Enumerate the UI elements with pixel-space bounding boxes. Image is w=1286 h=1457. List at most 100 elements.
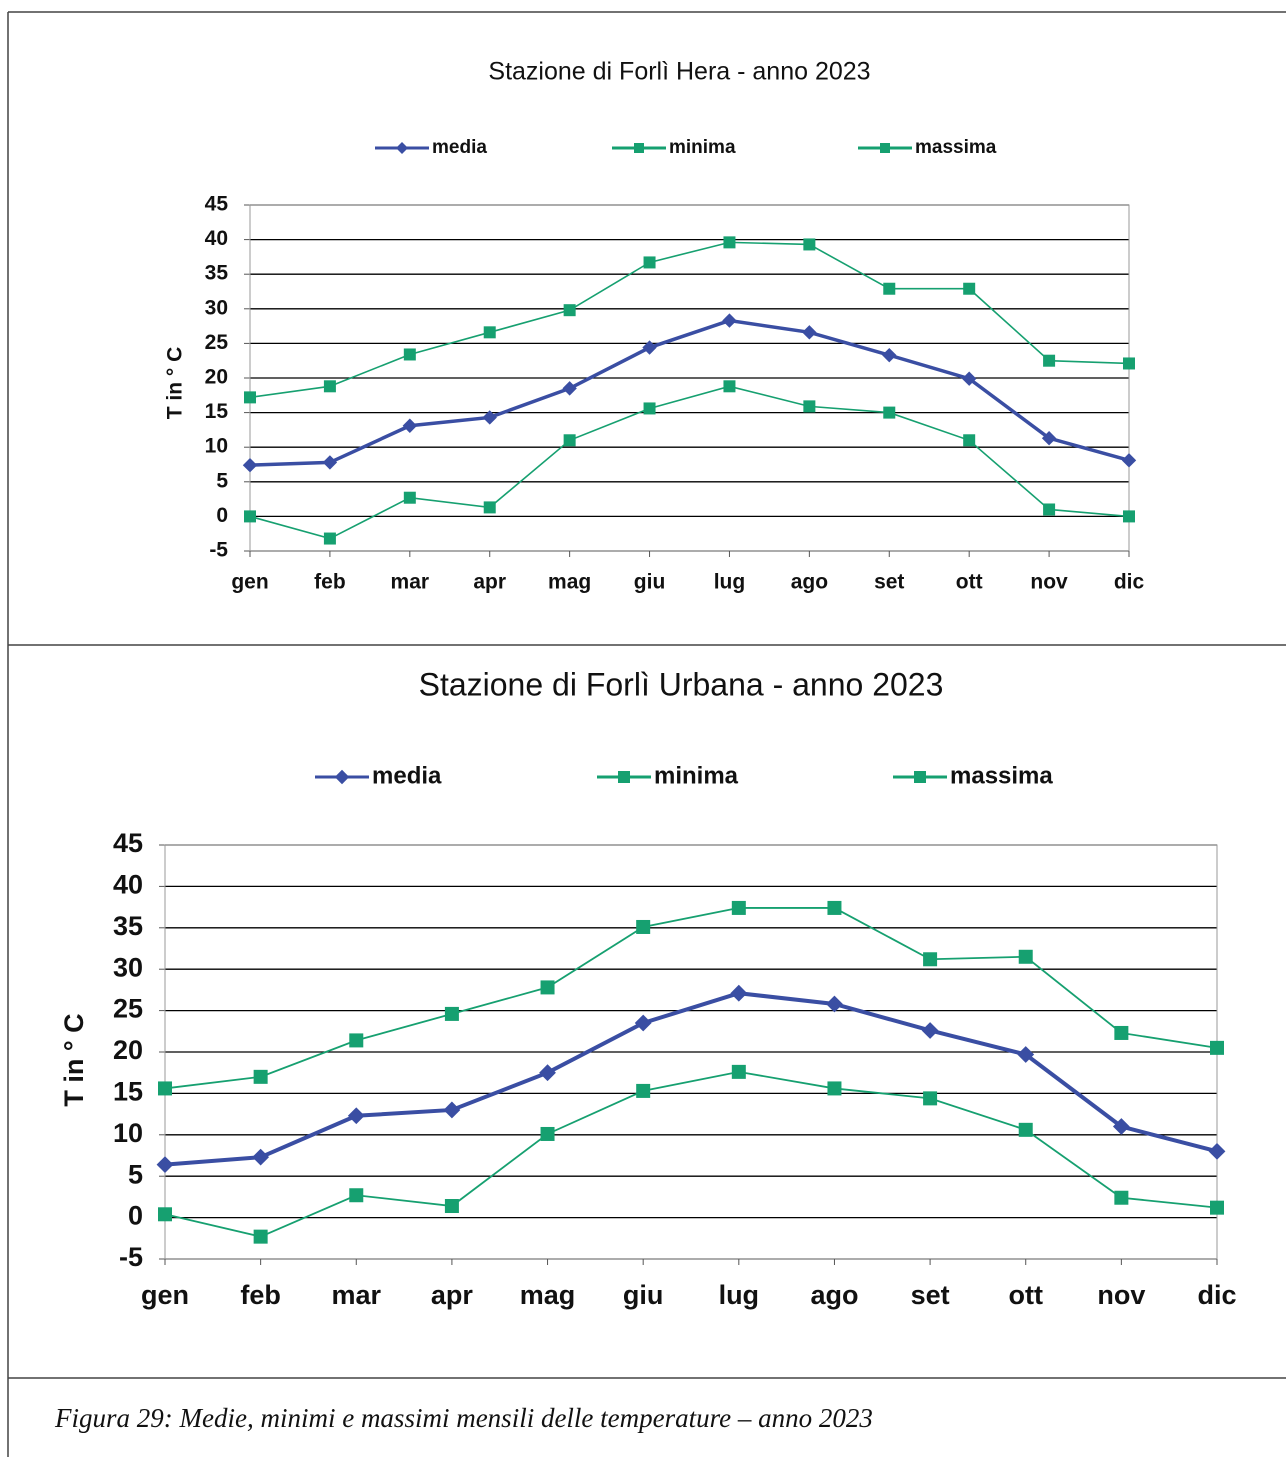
x-tick-label: feb — [314, 571, 346, 594]
chart-title: Stazione di Forlì Urbana - anno 2023 — [419, 666, 944, 702]
point — [883, 406, 896, 419]
point — [539, 1064, 556, 1082]
point — [1208, 1142, 1226, 1160]
y-tick-label: 30 — [205, 296, 228, 319]
point — [722, 313, 737, 328]
y-tick-label: 35 — [113, 911, 143, 941]
point — [349, 1188, 364, 1203]
point — [826, 995, 843, 1013]
point — [322, 455, 338, 470]
point — [963, 282, 976, 295]
point — [827, 1081, 842, 1096]
x-tick-label: mar — [332, 1280, 382, 1310]
point — [403, 348, 416, 361]
x-tick-label: set — [911, 1280, 950, 1310]
point — [540, 980, 555, 995]
point — [803, 238, 816, 251]
x-tick-label: gen — [141, 1280, 189, 1310]
point — [252, 1148, 270, 1166]
x-tick-label: mag — [520, 1280, 576, 1310]
y-tick-label: 25 — [113, 994, 143, 1024]
y-axis-label: T in ° C — [164, 347, 187, 420]
point — [827, 900, 842, 915]
y-tick-label: 15 — [205, 400, 229, 423]
legend-label: minima — [654, 762, 739, 789]
point — [643, 402, 656, 415]
series-line — [249, 385, 1130, 540]
legend-marker — [880, 143, 890, 153]
y-tick-label: 40 — [205, 227, 228, 250]
y-tick-label: 20 — [113, 1035, 143, 1065]
point — [923, 952, 938, 967]
y-tick-label: 30 — [113, 952, 143, 982]
point — [883, 282, 896, 295]
point — [1123, 510, 1135, 523]
x-tick-label: dic — [1197, 1280, 1236, 1310]
point — [642, 340, 657, 355]
point — [731, 900, 746, 915]
point — [1041, 431, 1057, 446]
y-tick-label: 5 — [216, 469, 228, 492]
point — [643, 256, 656, 269]
x-tick-label: lug — [714, 571, 746, 594]
legend-label: minima — [669, 137, 736, 158]
y-tick-label: 0 — [216, 504, 228, 527]
x-tick-label: nov — [1097, 1280, 1145, 1310]
y-tick-label: 20 — [205, 366, 228, 389]
point — [158, 1081, 172, 1096]
caption: Figura 29: Medie, minimi e massimi mensi… — [54, 1403, 873, 1433]
legend-marker — [914, 771, 926, 783]
point — [443, 1101, 461, 1119]
x-tick-label: set — [874, 571, 904, 594]
series-line — [164, 907, 1218, 1090]
y-tick-label: 10 — [205, 435, 228, 458]
point — [563, 304, 576, 317]
point — [1043, 354, 1056, 367]
point — [1121, 453, 1137, 468]
series-line — [249, 318, 1130, 467]
x-tick-label: ago — [791, 571, 828, 594]
point — [1112, 1118, 1130, 1135]
point — [723, 380, 736, 393]
point — [802, 325, 817, 340]
point — [402, 418, 418, 433]
point — [540, 1126, 555, 1141]
y-tick-label: 25 — [205, 331, 229, 354]
x-tick-label: mag — [548, 571, 591, 594]
y-tick-label: -5 — [209, 539, 228, 562]
point — [723, 236, 736, 249]
legend-label: media — [432, 137, 487, 158]
point — [563, 434, 576, 447]
x-tick-label: feb — [240, 1280, 281, 1310]
point — [244, 391, 256, 404]
point — [347, 1107, 365, 1125]
legend-label: media — [372, 762, 442, 789]
series-line — [249, 241, 1130, 399]
chart-title: Stazione di Forlì Hera - anno 2023 — [488, 58, 870, 86]
point — [156, 1156, 174, 1174]
y-tick-label: 45 — [205, 193, 229, 216]
legend-label: massima — [915, 137, 997, 158]
x-tick-label: lug — [719, 1280, 760, 1310]
series-line — [164, 1070, 1218, 1238]
x-tick-label: ago — [810, 1280, 858, 1310]
point — [961, 371, 977, 386]
point — [323, 532, 336, 545]
x-tick-label: apr — [431, 1280, 474, 1310]
x-tick-label: mar — [391, 571, 430, 594]
y-tick-label: 0 — [128, 1201, 143, 1231]
x-tick-label: ott — [956, 571, 983, 594]
x-tick-label: dic — [1114, 571, 1145, 594]
point — [444, 1199, 459, 1214]
point — [1043, 503, 1056, 516]
point — [253, 1069, 268, 1084]
y-axis-label: T in ° C — [59, 1013, 89, 1106]
plot-frame — [249, 204, 1130, 552]
point — [882, 347, 897, 363]
point — [731, 1064, 746, 1079]
point — [636, 919, 651, 934]
point — [403, 491, 416, 504]
y-tick-label: 40 — [113, 870, 143, 900]
x-tick-label: gen — [231, 571, 268, 594]
